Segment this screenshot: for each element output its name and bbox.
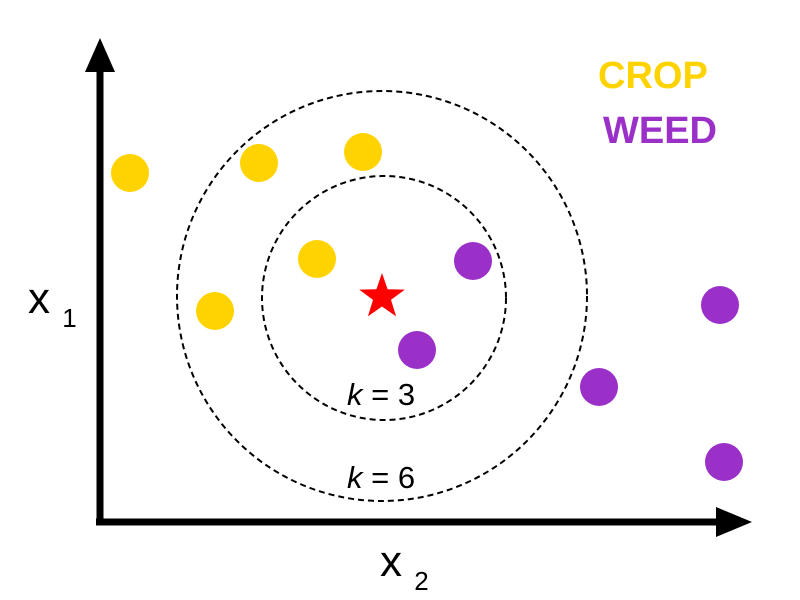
- neighborhood-circle-k3: [261, 175, 507, 421]
- x-axis-arrowhead: [716, 507, 752, 537]
- x-axis-label-sub: 2: [414, 566, 428, 596]
- y-axis-label: x 1: [28, 274, 77, 333]
- y-axis-label-sub: 1: [62, 303, 76, 333]
- weed-point: [580, 368, 618, 406]
- crop-point: [240, 144, 278, 182]
- data-points: [111, 133, 743, 481]
- k3-label-var: k: [347, 377, 364, 412]
- weed-point: [454, 242, 492, 280]
- weed-point: [398, 331, 436, 369]
- k6-label-var: k: [347, 460, 364, 495]
- crop-point: [344, 133, 382, 171]
- weed-point: [705, 443, 743, 481]
- crop-point: [298, 240, 336, 278]
- k6-label-rest: = 6: [363, 460, 416, 495]
- neighborhood-circle-k6: [176, 90, 588, 502]
- weed-point: [701, 286, 739, 324]
- legend-crop-label: CROP: [598, 55, 708, 97]
- axes: [85, 38, 752, 537]
- k6-label: k = 6: [347, 460, 415, 495]
- x-axis-label-main: x: [380, 537, 402, 586]
- query-point-star-icon: [359, 273, 405, 317]
- legend: CROP WEED: [598, 55, 717, 152]
- y-axis-label-main: x: [28, 274, 50, 323]
- x-axis-label: x 2: [380, 537, 429, 596]
- crop-point: [111, 154, 149, 192]
- legend-weed-label: WEED: [603, 110, 717, 152]
- y-axis-arrowhead: [85, 38, 115, 72]
- crop-point: [196, 292, 234, 330]
- k3-label-rest: = 3: [363, 377, 416, 412]
- k3-label: k = 3: [347, 377, 415, 412]
